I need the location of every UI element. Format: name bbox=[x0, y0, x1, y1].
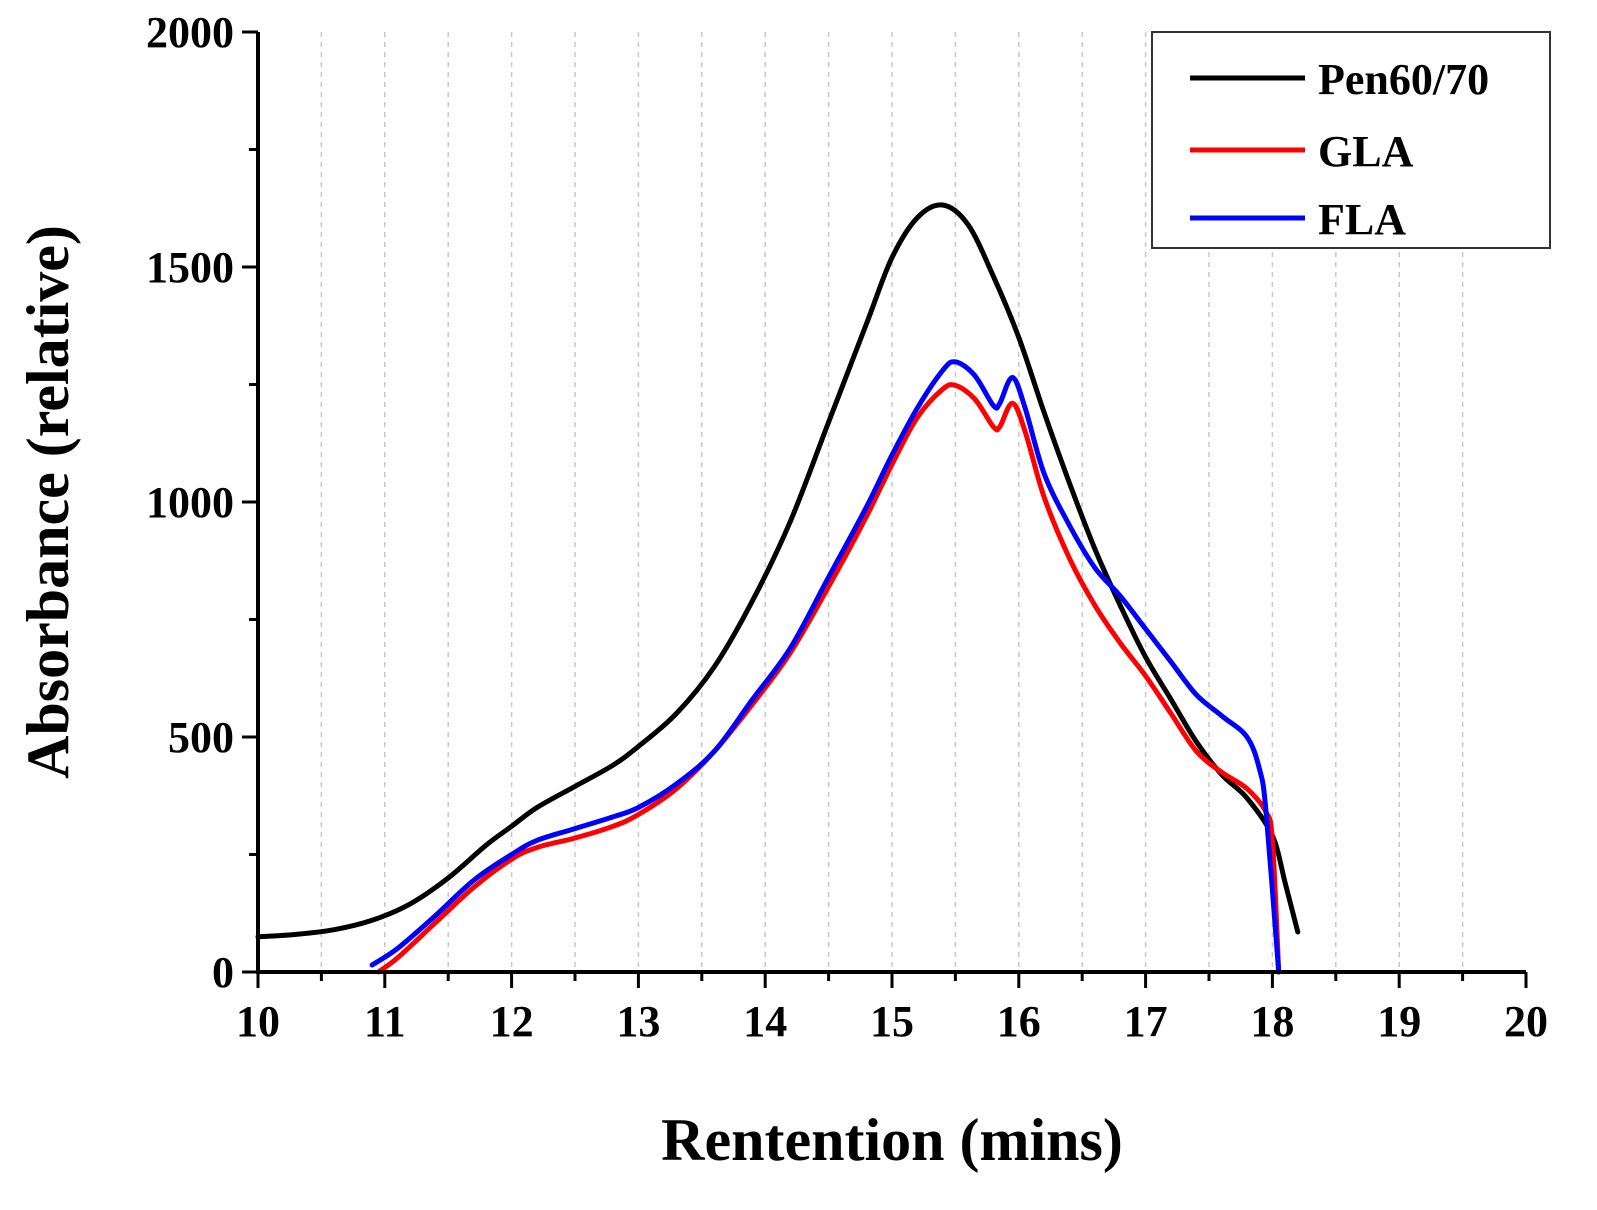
x-tick-label: 12 bbox=[490, 997, 534, 1046]
x-tick-label: 16 bbox=[997, 997, 1041, 1046]
y-tick-label: 2000 bbox=[146, 8, 234, 57]
x-tick-label: 10 bbox=[236, 997, 280, 1046]
x-tick-label: 11 bbox=[364, 997, 406, 1046]
y-axis-title: Absorbance (relative) bbox=[15, 225, 81, 779]
y-tick-label: 500 bbox=[168, 713, 234, 762]
series-line-fla bbox=[369, 359, 1282, 975]
y-tick-label: 1500 bbox=[146, 243, 234, 292]
series-line-pen60-70 bbox=[255, 202, 1301, 940]
x-tick-label: 13 bbox=[616, 997, 660, 1046]
legend: Pen60/70 GLA FLA bbox=[1151, 31, 1551, 249]
series-line-gla bbox=[376, 382, 1282, 975]
x-tick-label: 14 bbox=[743, 997, 787, 1046]
grid-layer bbox=[320, 32, 1464, 972]
y-tick-label: 0 bbox=[212, 948, 234, 997]
x-tick-label: 15 bbox=[870, 997, 914, 1046]
x-tick-label: 20 bbox=[1504, 997, 1548, 1046]
legend-label-fla: FLA bbox=[1318, 195, 1406, 244]
x-axis-title: Rentention (mins) bbox=[661, 1107, 1123, 1173]
legend-box bbox=[1151, 31, 1551, 249]
x-tick-label: 19 bbox=[1377, 997, 1421, 1046]
series-layer bbox=[255, 202, 1301, 975]
x-tick-label: 17 bbox=[1124, 997, 1168, 1046]
legend-label-gla: GLA bbox=[1318, 127, 1414, 176]
legend-label-pen60-70: Pen60/70 bbox=[1318, 55, 1489, 104]
x-tick-label: 18 bbox=[1250, 997, 1294, 1046]
y-tick-label: 1000 bbox=[146, 478, 234, 527]
axes-layer: 10 11 12 13 14 15 16 17 18 19 20 0 500 1000 1500 2000 bbox=[146, 8, 1548, 1046]
